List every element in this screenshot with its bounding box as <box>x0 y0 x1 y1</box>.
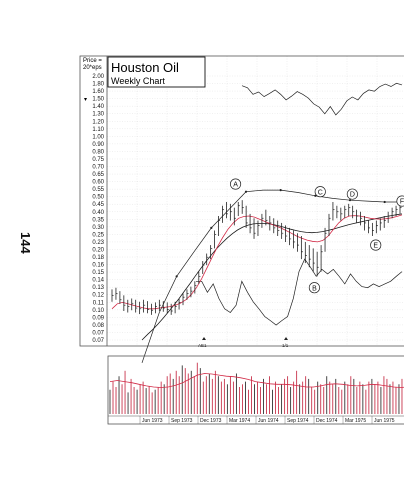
price-tick-label: 1.30 <box>92 112 104 118</box>
x-axis-label: Jun 1975 <box>374 418 395 424</box>
x-axis-label: Sep 1974 <box>287 418 309 424</box>
price-tick-label: 0.50 <box>92 195 104 201</box>
annotation-circle <box>370 239 382 251</box>
price-panel-frame <box>79 55 404 347</box>
price-tick-label: 0.08 <box>92 323 104 329</box>
x-axis-label: Sep 1973 <box>171 418 193 424</box>
price-tick-label: 0.25 <box>92 232 104 238</box>
price-tick-label: 0.75 <box>92 157 104 163</box>
trend-line-point <box>383 200 386 204</box>
chart-subtitle: Weekly Chart <box>111 76 165 86</box>
price-tick-label: 0.07 <box>92 338 104 344</box>
upper-index-line <box>241 82 403 116</box>
moving-average-red-line <box>111 214 403 310</box>
annotation-circle <box>314 186 326 198</box>
price-tick-label: 0.18 <box>92 255 104 261</box>
x-axis-labels: Jun 1973 Sep 1973 Dec 1973 Mar 1974 Jun 1974… <box>108 415 404 424</box>
trend-line-point <box>314 194 317 197</box>
annotation-label: E <box>373 243 378 250</box>
chart-lines <box>111 82 403 364</box>
svg-text:1/1: 1/1 <box>282 343 289 348</box>
annotation-label: A <box>233 182 238 189</box>
price-tick-label: 1.00 <box>92 134 104 140</box>
annotation-circle <box>230 178 242 190</box>
volume-bars <box>109 362 404 414</box>
price-tick-label: 1.80 <box>92 82 104 88</box>
volume-panel-frame <box>107 355 404 425</box>
price-tick-label: 0.90 <box>92 142 104 148</box>
annotation-label: C <box>318 189 323 196</box>
x-axis-label: Mar 1974 <box>229 418 250 424</box>
x-axis-label: Mar 1975 <box>345 418 366 424</box>
annotations: A B C D E F <box>230 178 404 294</box>
price-tick-label: 0.40 <box>92 210 104 216</box>
price-tick-label: 0.16 <box>92 263 104 269</box>
price-tick-label: 0.23 <box>92 240 104 246</box>
price-tick-label: 0.14 <box>92 278 104 284</box>
relative-strength-line <box>196 258 403 326</box>
axis-unit-label-line2: 20*eps <box>83 65 102 71</box>
annotation-circle <box>308 282 320 294</box>
x-axis-label: Jun 1974 <box>258 418 279 424</box>
price-tick-label: 0.30 <box>92 225 104 231</box>
price-tick-label: 0.07 <box>92 330 104 336</box>
price-tick-label: 0.55 <box>92 187 104 193</box>
trend-line-point <box>210 226 213 229</box>
price-tick-label: 0.15 <box>92 270 104 276</box>
annotation-label: F <box>400 199 404 206</box>
price-tick-label: 1.40 <box>92 104 104 110</box>
trend-line-point <box>175 275 178 278</box>
price-tick-label: 0.20 <box>92 247 104 253</box>
sort-marker: ▾ <box>84 97 87 103</box>
trend-line-point <box>279 189 282 192</box>
price-tick-label: 0.11 <box>93 300 105 306</box>
trend-line <box>141 189 402 364</box>
price-tick-label: 0.13 <box>92 285 104 291</box>
x-axis-label: Dec 1973 <box>200 418 222 424</box>
bottom-markers: AE1 1/1 <box>198 337 289 348</box>
svg-text:AE1: AE1 <box>198 343 207 348</box>
title-box <box>107 56 206 88</box>
annotation-circle <box>346 188 358 200</box>
price-tick-label: 1.20 <box>92 119 104 125</box>
price-tick-label: 0.45 <box>92 202 104 208</box>
price-tick-label: 0.65 <box>92 172 104 178</box>
price-bars <box>111 200 402 315</box>
price-tick-label: 0.80 <box>92 149 104 155</box>
price-tick-labels: 2.00 1.801.60 1.501.40 1.301.20 1.101.00 0.90… <box>92 74 104 344</box>
price-tick-label: 0.35 <box>92 217 104 223</box>
axis-unit-label-line1: Price = <box>83 58 102 64</box>
volume-average-line <box>109 373 404 388</box>
price-tick-label: 1.50 <box>92 97 104 103</box>
annotation-label: D <box>350 192 355 199</box>
price-tick-label: 1.60 <box>92 89 104 95</box>
price-tick-label: 0.12 <box>92 293 104 299</box>
x-axis-label: Dec 1974 <box>316 418 338 424</box>
moving-average-black-line <box>141 213 403 341</box>
price-tick-label: 1.10 <box>92 127 104 133</box>
x-axis-label: Jun 1973 <box>142 418 163 424</box>
price-tick-label: 0.60 <box>92 180 104 186</box>
trend-line-point <box>348 199 352 202</box>
annotation-circle <box>396 195 404 207</box>
price-tick-label: 2.00 <box>92 74 104 80</box>
annotation-label: B <box>312 285 317 292</box>
price-tick-label: 0.70 <box>92 165 104 171</box>
trend-line-point <box>244 190 248 193</box>
chart-title: Houston Oil <box>111 60 179 75</box>
price-tick-label: 0.09 <box>92 315 104 321</box>
price-tick-label: 0.10 <box>92 308 104 314</box>
